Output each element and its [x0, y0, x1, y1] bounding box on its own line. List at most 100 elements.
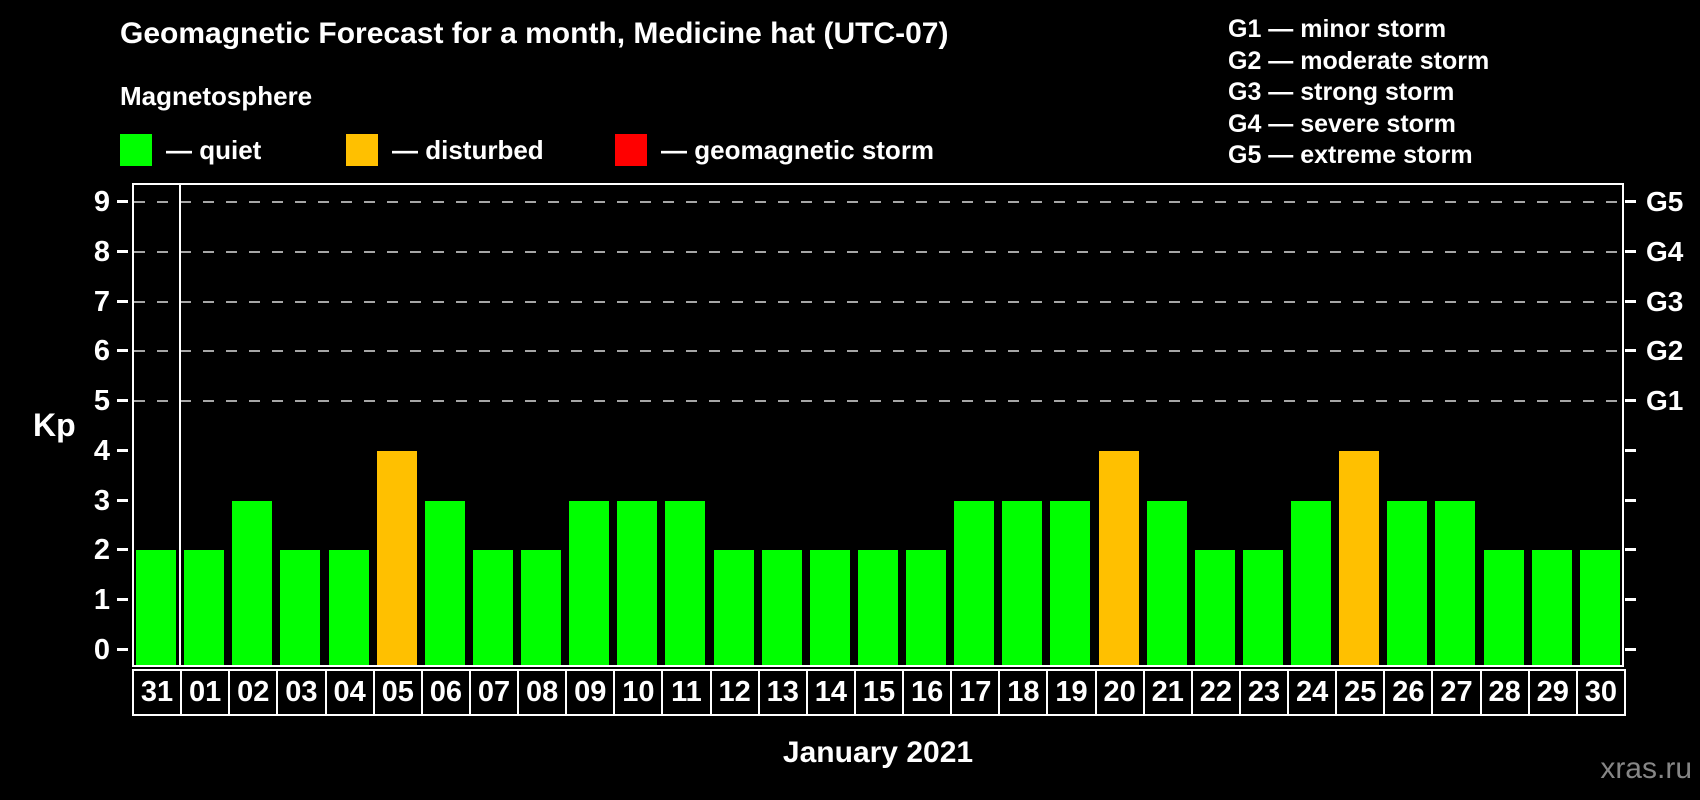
bar-day-24: [1291, 500, 1332, 665]
y-axis-tick-left: [117, 598, 128, 602]
y-axis-tick-left: [117, 349, 128, 353]
right-axis-label-g3: G3: [1646, 285, 1684, 317]
x-tick-label-22: 22: [1190, 669, 1241, 716]
legend-item-geomagnetic-storm: — geomagnetic storm: [615, 132, 934, 168]
x-tick-label-09: 09: [565, 669, 616, 716]
bar-day-07: [472, 550, 513, 665]
x-tick-label-26: 26: [1383, 669, 1434, 716]
x-tick-label-06: 06: [420, 669, 471, 716]
bar-day-27: [1435, 500, 1476, 665]
storm-scale-line-g4: G4 — severe storm: [1228, 109, 1456, 138]
bar-day-25: [1339, 450, 1380, 665]
bar-day-01: [184, 550, 225, 665]
bar-day-26: [1387, 500, 1428, 665]
bar-day-28: [1483, 550, 1524, 665]
x-tick-label-03: 03: [276, 669, 327, 716]
y-axis-tick-right: [1625, 349, 1636, 353]
gridline-kp6: [134, 350, 1622, 353]
x-tick-label-13: 13: [757, 669, 808, 716]
disturbed-color-swatch: [346, 134, 378, 166]
x-tick-label-17: 17: [950, 669, 1001, 716]
legend-label-geomagnetic-storm: — geomagnetic storm: [661, 134, 935, 165]
x-tick-label-18: 18: [998, 669, 1049, 716]
quiet-color-swatch: [120, 134, 152, 166]
x-tick-label-02: 02: [228, 669, 279, 716]
x-tick-label-27: 27: [1431, 669, 1482, 716]
watermark: xras.ru: [1600, 752, 1692, 785]
bar-day-04: [328, 550, 369, 665]
bar-day-17: [954, 500, 995, 665]
bar-day-09: [569, 500, 610, 665]
y-axis-tick-right: [1625, 498, 1636, 502]
y-tick-label: 4: [93, 434, 110, 467]
x-tick-label-29: 29: [1527, 669, 1578, 716]
bar-day-06: [424, 500, 465, 665]
x-tick-label-14: 14: [805, 669, 856, 716]
storm-scale-line-g5: G5 — extreme storm: [1228, 141, 1473, 169]
x-tick-label-23: 23: [1238, 669, 1290, 716]
y-axis-tick-left: [117, 199, 128, 203]
x-tick-label-12: 12: [709, 669, 760, 716]
plot-area: [132, 183, 1624, 667]
y-tick-label: 6: [93, 335, 110, 368]
x-tick-label-05: 05: [372, 669, 423, 716]
right-axis-label-g1: G1: [1646, 385, 1684, 417]
x-tick-label-04: 04: [324, 669, 375, 716]
bar-day-23: [1242, 550, 1283, 665]
bar-day-13: [761, 550, 802, 665]
y-axis-tick-left: [117, 249, 128, 253]
y-axis-tick-left: [117, 448, 128, 452]
bar-day-16: [906, 550, 947, 665]
y-axis-tick-left: [117, 498, 128, 502]
x-tick-label-19: 19: [1046, 669, 1097, 716]
magnetosphere-heading: Magnetosphere: [120, 81, 313, 111]
bar-day-08: [521, 550, 562, 665]
y-axis-tick-right: [1625, 548, 1636, 552]
y-axis-title: Kp: [33, 407, 76, 443]
bar-day-30: [1579, 550, 1620, 665]
legend-item-quiet: — quiet: [120, 132, 261, 168]
page-title: Geomagnetic Forecast for a month, Medici…: [120, 17, 949, 50]
y-axis-tick-left: [117, 648, 128, 651]
y-tick-label: 5: [93, 385, 110, 418]
bar-day-11: [665, 500, 706, 665]
bar-day-02: [232, 500, 273, 665]
gridline-kp9: [134, 200, 1622, 203]
bar-day-20: [1098, 450, 1139, 665]
right-axis-label-g2: G2: [1646, 335, 1684, 367]
x-tick-label-31: 31: [132, 669, 183, 716]
x-tick-label-10: 10: [613, 669, 664, 716]
x-tick-label-01: 01: [180, 669, 231, 716]
y-tick-label: 3: [93, 484, 110, 517]
bar-day-18: [1002, 500, 1043, 665]
bar-day-05: [376, 450, 417, 665]
bar-day-31: [136, 550, 176, 665]
month-separator-line: [179, 183, 182, 667]
x-tick-label-28: 28: [1479, 669, 1530, 716]
y-tick-label: 8: [93, 235, 110, 268]
right-axis-label-g4: G4: [1646, 235, 1684, 267]
right-axis-label-g5: G5: [1646, 185, 1684, 217]
storm-color-swatch: [615, 134, 647, 166]
y-tick-label: 7: [93, 285, 110, 318]
x-tick-label-21: 21: [1142, 669, 1193, 716]
y-axis-tick-right: [1625, 448, 1636, 452]
legend-label-quiet: — quiet: [166, 134, 262, 165]
x-tick-label-07: 07: [468, 669, 520, 716]
x-tick-label-15: 15: [853, 669, 905, 716]
y-axis-tick-right: [1625, 249, 1636, 253]
y-axis-tick-right: [1625, 648, 1636, 651]
bar-day-29: [1531, 550, 1572, 665]
bar-day-22: [1194, 550, 1235, 665]
y-axis-tick-left: [117, 399, 128, 403]
gridline-kp7: [134, 300, 1622, 303]
bar-day-03: [280, 550, 321, 665]
y-tick-label: 1: [93, 584, 110, 617]
y-axis-tick-right: [1625, 399, 1636, 403]
y-tick-label: 9: [93, 185, 110, 218]
bar-day-14: [809, 550, 850, 665]
x-tick-label-08: 08: [517, 669, 568, 716]
y-axis-tick-left: [117, 299, 128, 303]
y-tick-label: 2: [93, 534, 110, 567]
